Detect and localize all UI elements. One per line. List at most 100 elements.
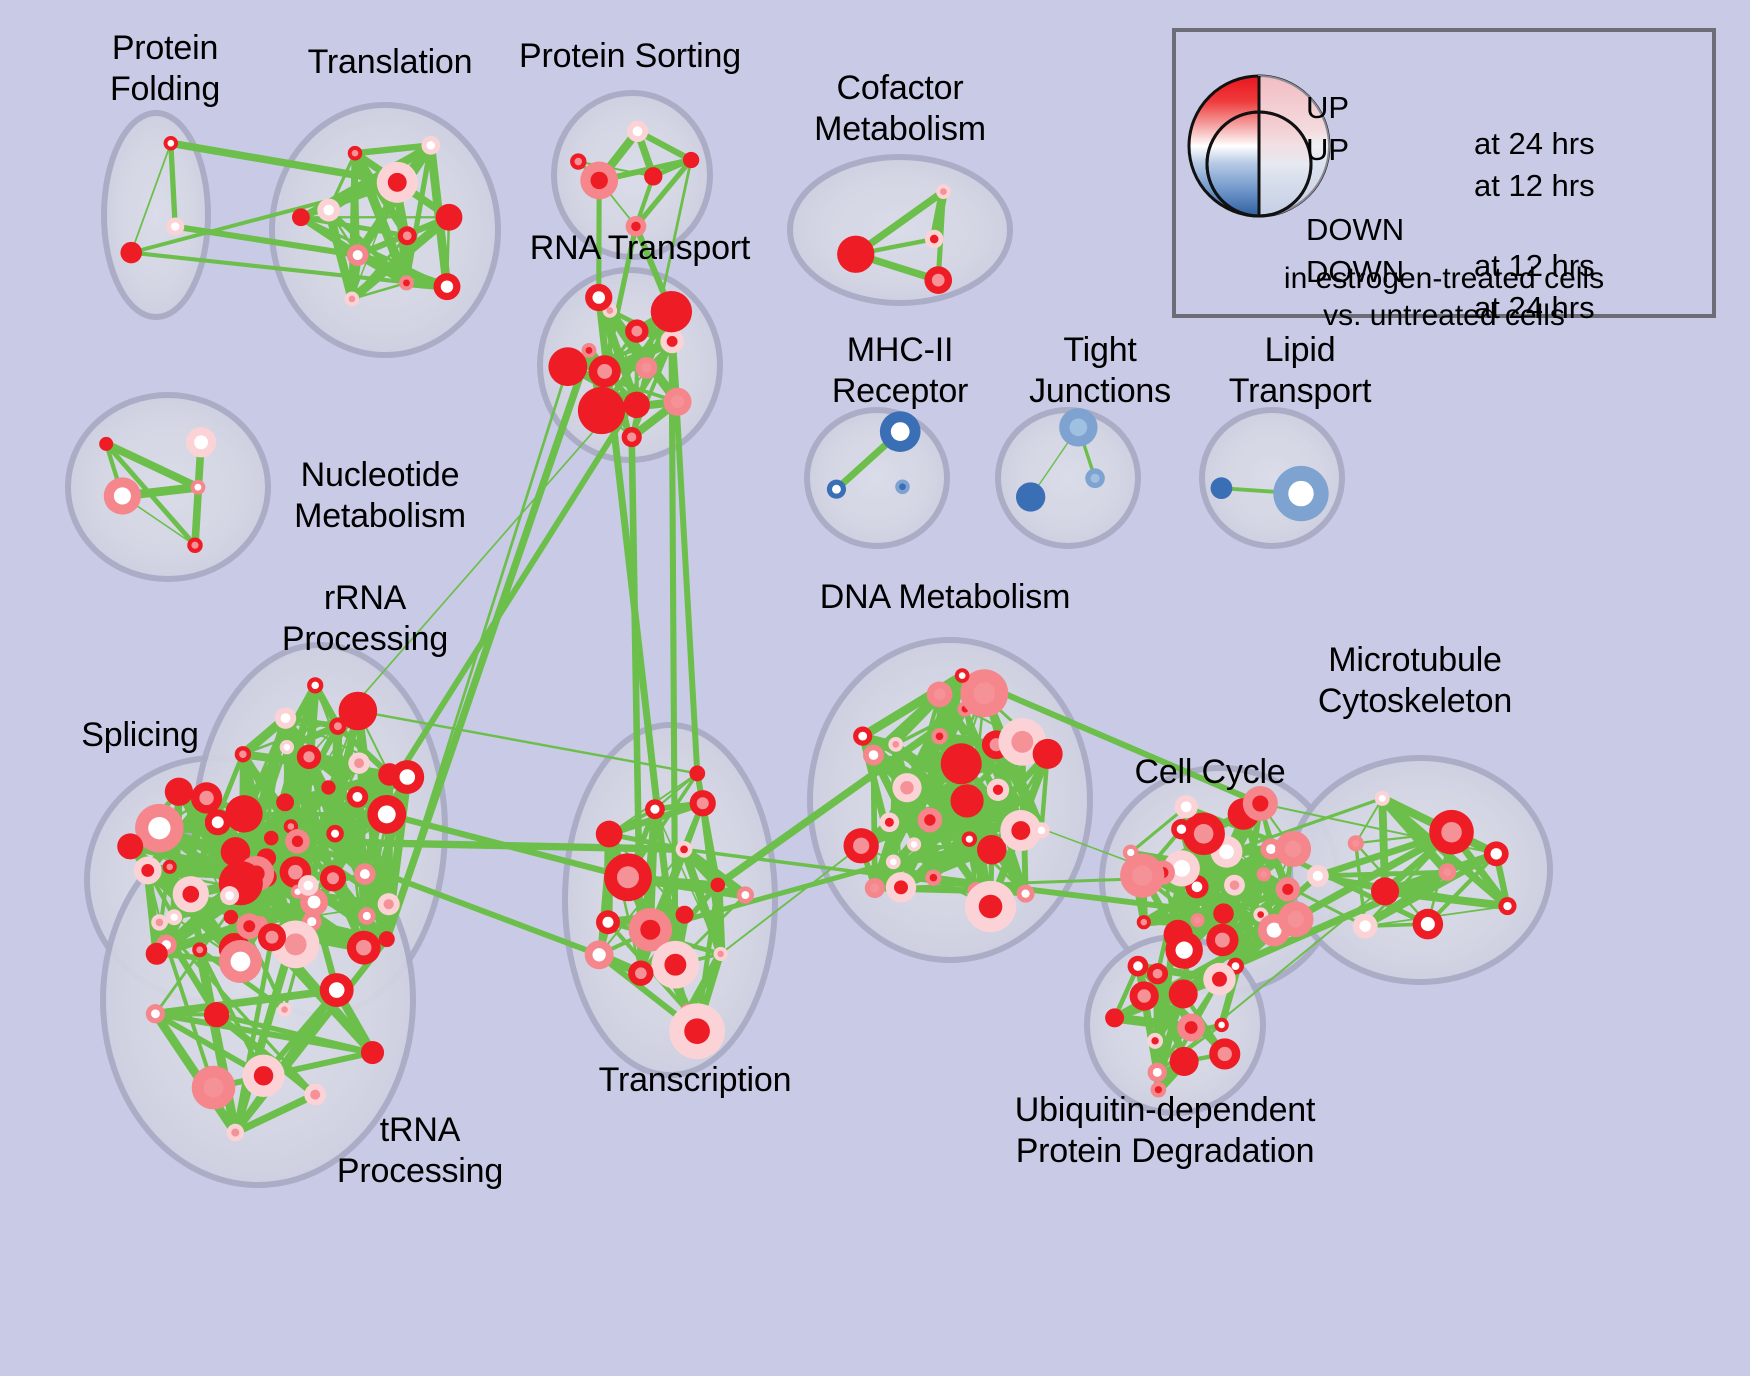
network-node[interactable]	[1147, 1062, 1167, 1083]
network-node[interactable]	[689, 790, 716, 817]
network-node[interactable]	[1438, 863, 1457, 881]
network-node[interactable]	[172, 876, 209, 913]
network-node[interactable]	[377, 893, 400, 916]
network-node[interactable]	[99, 436, 114, 451]
network-node[interactable]	[1120, 853, 1165, 898]
network-node[interactable]	[276, 793, 295, 812]
network-node[interactable]	[1016, 884, 1035, 903]
network-node[interactable]	[1347, 835, 1364, 852]
network-node[interactable]	[986, 778, 1010, 801]
network-node[interactable]	[348, 752, 370, 774]
network-node[interactable]	[1032, 738, 1063, 769]
network-node[interactable]	[645, 799, 665, 820]
network-node[interactable]	[682, 151, 700, 169]
network-node[interactable]	[713, 946, 728, 961]
network-node[interactable]	[577, 386, 626, 435]
network-node[interactable]	[1213, 903, 1234, 924]
network-node[interactable]	[1171, 818, 1192, 840]
network-node[interactable]	[960, 669, 1009, 718]
network-node[interactable]	[892, 773, 922, 803]
network-node[interactable]	[317, 198, 341, 222]
network-node[interactable]	[650, 290, 693, 333]
network-node[interactable]	[220, 886, 240, 906]
network-node[interactable]	[218, 939, 262, 984]
network-node[interactable]	[548, 347, 588, 387]
network-node[interactable]	[285, 829, 310, 854]
network-node[interactable]	[595, 820, 623, 848]
network-node[interactable]	[319, 865, 347, 892]
network-node[interactable]	[1203, 962, 1236, 996]
network-node[interactable]	[964, 880, 1017, 933]
network-node[interactable]	[1483, 841, 1509, 867]
network-node[interactable]	[1190, 913, 1205, 928]
network-node[interactable]	[1429, 809, 1474, 855]
network-node[interactable]	[203, 1001, 230, 1028]
network-node[interactable]	[1371, 877, 1400, 906]
network-node[interactable]	[1224, 874, 1245, 896]
network-node[interactable]	[151, 914, 168, 931]
network-node[interactable]	[354, 863, 376, 885]
network-node[interactable]	[162, 859, 177, 874]
network-node[interactable]	[885, 854, 901, 870]
network-node[interactable]	[940, 743, 982, 785]
network-node[interactable]	[220, 837, 251, 867]
network-node[interactable]	[164, 777, 194, 806]
network-node[interactable]	[570, 153, 587, 170]
network-node[interactable]	[961, 831, 978, 847]
network-node[interactable]	[863, 744, 884, 766]
network-node[interactable]	[1182, 812, 1225, 856]
network-node[interactable]	[421, 136, 441, 155]
network-node[interactable]	[604, 853, 652, 902]
network-node[interactable]	[660, 329, 684, 354]
network-node[interactable]	[950, 784, 984, 818]
network-node[interactable]	[581, 342, 597, 358]
network-node[interactable]	[888, 736, 904, 752]
network-node[interactable]	[346, 930, 381, 965]
network-node[interactable]	[853, 726, 873, 746]
network-node[interactable]	[663, 387, 692, 416]
network-node[interactable]	[1174, 795, 1198, 819]
network-node[interactable]	[1210, 477, 1233, 500]
network-node[interactable]	[346, 244, 369, 266]
network-node[interactable]	[1146, 963, 1169, 985]
network-node[interactable]	[826, 479, 847, 499]
network-node[interactable]	[360, 1041, 385, 1065]
network-node[interactable]	[917, 807, 943, 833]
network-node[interactable]	[326, 824, 344, 843]
network-node[interactable]	[1105, 1008, 1125, 1028]
network-node[interactable]	[321, 780, 336, 795]
network-node[interactable]	[1306, 864, 1329, 887]
network-node[interactable]	[277, 1002, 292, 1017]
network-node[interactable]	[843, 828, 879, 864]
network-node[interactable]	[954, 668, 970, 683]
network-node[interactable]	[924, 266, 953, 294]
network-node[interactable]	[1168, 979, 1198, 1009]
network-node[interactable]	[344, 291, 360, 307]
network-node[interactable]	[338, 691, 378, 731]
network-node[interactable]	[291, 208, 310, 227]
network-node[interactable]	[187, 537, 203, 553]
network-node[interactable]	[1275, 830, 1312, 867]
network-node[interactable]	[584, 940, 614, 970]
network-node[interactable]	[1374, 790, 1390, 806]
network-node[interactable]	[1273, 465, 1329, 522]
network-node[interactable]	[864, 877, 885, 899]
network-node[interactable]	[675, 905, 694, 924]
network-node[interactable]	[297, 875, 319, 896]
network-node[interactable]	[398, 275, 414, 291]
network-node[interactable]	[242, 1054, 285, 1097]
network-node[interactable]	[166, 909, 183, 926]
network-node[interactable]	[1277, 901, 1314, 938]
network-node[interactable]	[936, 184, 951, 199]
network-node[interactable]	[192, 942, 208, 958]
network-node[interactable]	[433, 273, 461, 301]
network-node[interactable]	[346, 786, 369, 808]
network-node[interactable]	[226, 1123, 245, 1142]
network-node[interactable]	[879, 812, 900, 833]
network-node[interactable]	[837, 235, 875, 273]
network-node[interactable]	[1015, 482, 1046, 512]
network-node[interactable]	[736, 886, 754, 904]
network-node[interactable]	[1147, 1032, 1164, 1049]
network-node[interactable]	[931, 728, 948, 745]
network-node[interactable]	[185, 427, 217, 458]
